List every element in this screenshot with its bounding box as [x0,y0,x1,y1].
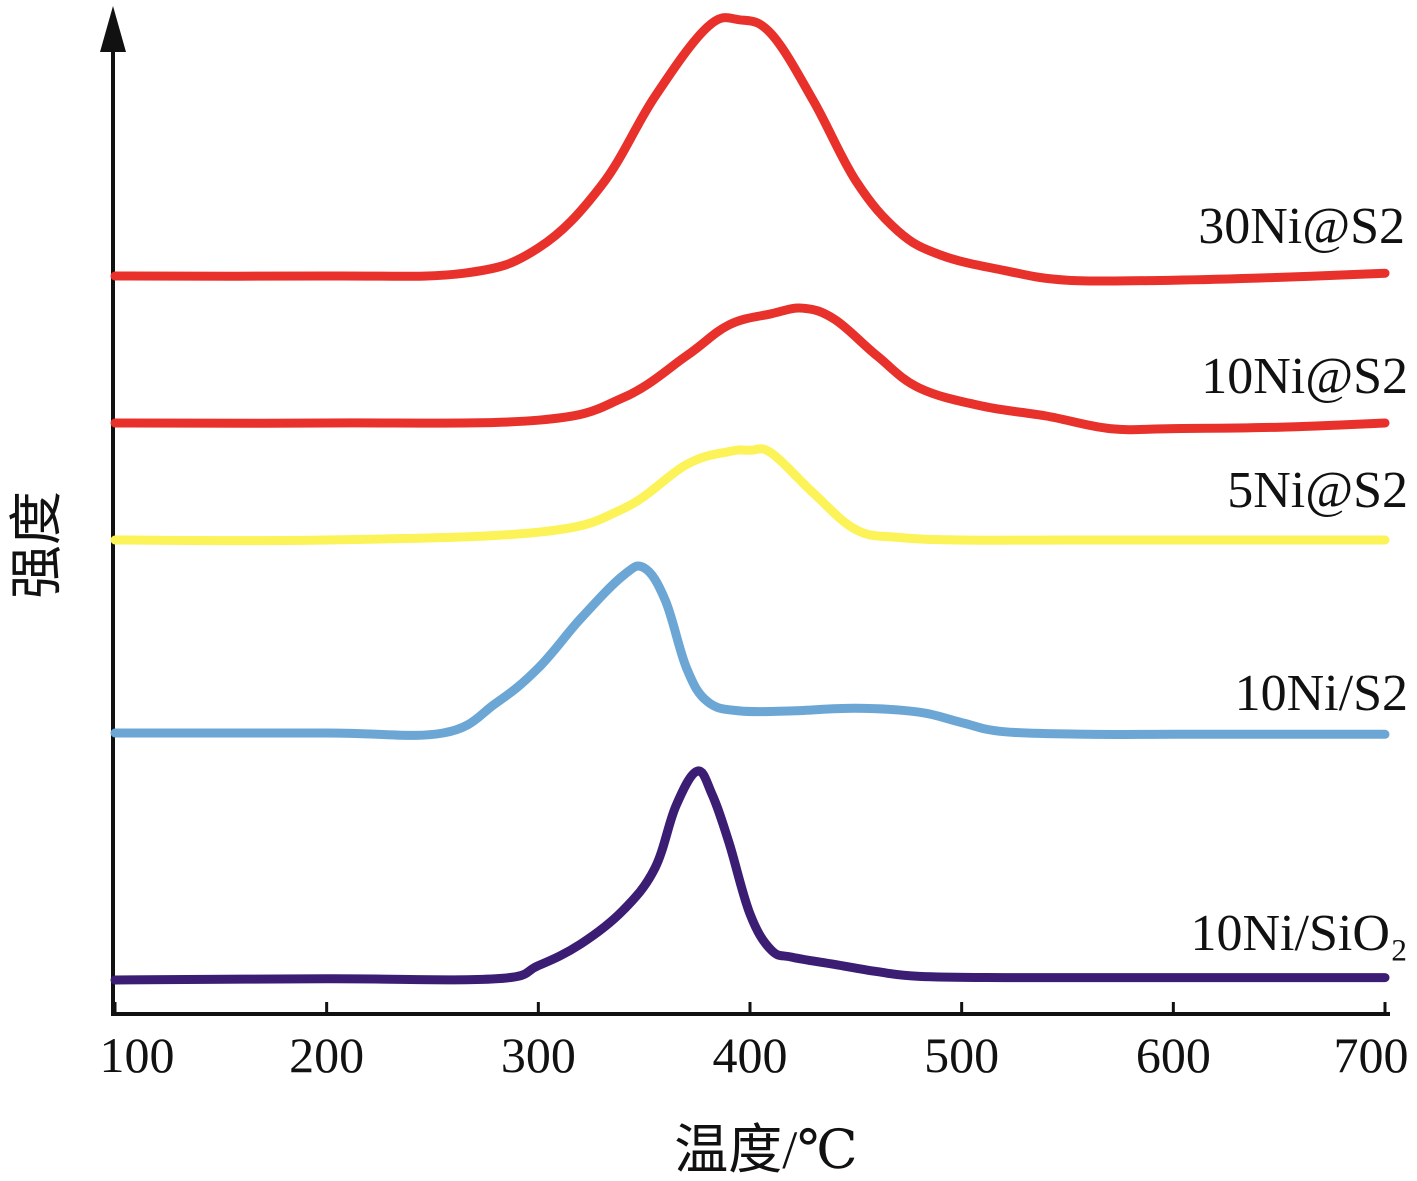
x-tick-label: 400 [713,1027,788,1083]
x-tick-label: 600 [1136,1027,1211,1083]
y-axis-title: 强度 [7,491,67,599]
y-axis-arrow-icon [100,6,126,52]
x-axis-tick-labels: 100 200 300 400 500 600 700 [100,1027,1409,1083]
series-label-1: 30Ni@S2 [1198,198,1405,255]
series-line-3 [110,444,1390,546]
series-label-4: 10Ni/S2 [1235,665,1408,722]
x-axis-ticks [113,1002,1387,1014]
x-tick-label: 100 [100,1027,175,1083]
series-line-4 [110,561,1390,740]
series-layer [110,13,1390,985]
series-label-2: 10Ni@S2 [1201,348,1408,405]
series-label-5: 10Ni/SiO₂ [1191,905,1409,962]
x-tick-label: 700 [1334,1027,1409,1083]
series-label-3: 5Ni@S2 [1227,462,1408,519]
series-line-1 [110,13,1390,286]
series-labels: 30Ni@S2 10Ni@S2 5Ni@S2 10Ni/S2 10Ni/SiO₂ [1191,198,1409,962]
series-line-2 [110,303,1390,435]
series-line-5 [110,766,1390,985]
x-tick-label: 300 [501,1027,576,1083]
x-tick-label: 500 [924,1027,999,1083]
x-tick-label: 200 [289,1027,364,1083]
x-axis-title: 温度/℃ [674,1120,857,1180]
